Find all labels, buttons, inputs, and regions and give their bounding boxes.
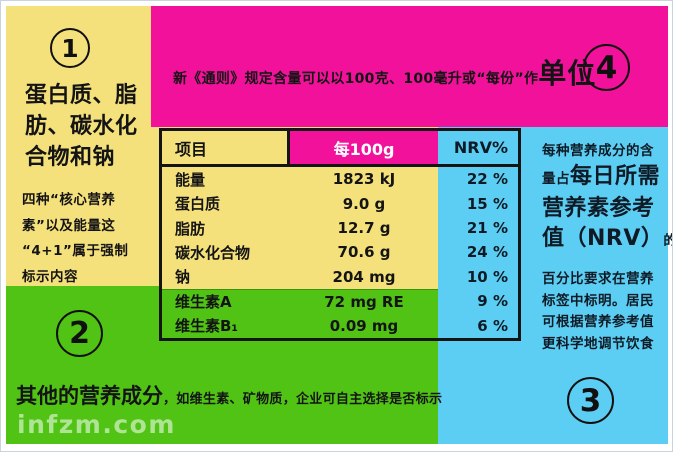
nrv-text-line: 更科学地调节饮食 <box>542 335 654 352</box>
table-body: 能量 1823 kJ 22 % 蛋白质 9.0 g 15 % 脂肪 12.7 g… <box>162 167 518 338</box>
nrv-text-big: 每日所需 <box>570 164 661 189</box>
core-title-line: 蛋白质、脂 <box>25 83 138 108</box>
nrv-text-line: 标签中标明。居民 <box>542 292 654 309</box>
table-header-per100g: 每100g <box>290 131 438 164</box>
row-label: 碳水化合物 <box>162 240 290 265</box>
badge-circle-4: 4 <box>583 44 630 91</box>
nrv-text-line: 可根据营养参考值 <box>542 314 654 330</box>
row-label: 维生素B₁ <box>162 313 290 338</box>
row-value: 1823 kJ <box>290 167 438 192</box>
other-nutrients-text: 其他的营养成分，如维生素、矿物质，企业可自主选择是否标示 <box>16 380 442 410</box>
row-nrv: 9 % <box>438 289 518 314</box>
core-title-line: 肪、碳水化 <box>25 114 138 139</box>
infographic-canvas: 1 4 2 3 蛋白质、脂 肪、碳水化 合物和钠 四种“核心营养 素”以及能量这… <box>6 6 672 444</box>
nrv-text-line: 百分比要求在营养 <box>542 271 654 287</box>
table-row-protein: 蛋白质 9.0 g 15 % <box>162 191 518 216</box>
row-nrv: 10 % <box>438 264 518 290</box>
badge-circle-3: 3 <box>567 377 614 424</box>
other-nutrients-note: ，如维生素、矿物质，企业可自主选择是否标示 <box>163 392 443 407</box>
unit-rule-emphasis: 单位 <box>538 57 597 90</box>
nrv-text-small: 的 <box>663 233 672 249</box>
nrv-text-big: 值（NRV） <box>542 226 664 251</box>
table-row-carbohydrate: 碳水化合物 70.6 g 24 % <box>162 240 518 265</box>
badge-circle-2: 2 <box>56 310 103 357</box>
core-title-line: 合物和钠 <box>25 145 116 170</box>
row-value: 9.0 g <box>290 191 438 216</box>
other-nutrients-title: 其他的营养成分 <box>16 384 163 408</box>
row-nrv: 21 % <box>438 215 518 241</box>
nrv-text-small: 量占 <box>542 171 570 187</box>
row-nrv: 24 % <box>438 240 518 265</box>
core-nutrients-title: 蛋白质、脂 肪、碳水化 合物和钠 <box>25 80 138 173</box>
nrv-text-line: 量占每日所需 <box>542 162 672 194</box>
unit-rule-text: 新《通则》规定含量可以以100克、100毫升或“每份”作单位 <box>173 52 596 92</box>
row-nrv: 15 % <box>438 191 518 216</box>
badge-4-number: 4 <box>595 49 618 86</box>
table-row-vitamin-a: 维生素A 72 mg RE 9 % <box>162 289 518 314</box>
row-label: 钠 <box>162 264 290 290</box>
row-label: 脂肪 <box>162 215 290 241</box>
row-value: 70.6 g <box>290 240 438 265</box>
row-label: 蛋白质 <box>162 191 290 216</box>
nrv-text-line: 值（NRV）的 <box>542 224 672 256</box>
row-label: 维生素A <box>162 289 290 314</box>
nutrition-table: 项目 每100g NRV% 能量 1823 kJ 22 % 蛋白质 9.0 g … <box>159 128 521 341</box>
row-nrv: 6 % <box>438 313 518 338</box>
watermark-infzm: infzm.com <box>17 410 176 439</box>
badge-1-number: 1 <box>61 33 79 63</box>
table-row-fat: 脂肪 12.7 g 21 % <box>162 215 518 241</box>
core-note-line: 素”以及能量这 <box>22 217 116 234</box>
nrv-text-line: 营养素参考 <box>542 196 655 221</box>
row-value: 0.09 mg <box>290 313 438 338</box>
core-nutrients-note: 四种“核心营养 素”以及能量这 “4+1”属于强制 标示内容 <box>22 188 128 290</box>
table-header-nrv: NRV% <box>438 131 518 164</box>
table-header-item: 项目 <box>162 131 290 164</box>
badge-2-number: 2 <box>69 316 90 351</box>
row-value: 72 mg RE <box>290 289 438 314</box>
nrv-text-line: 每种营养成分的含 <box>542 143 654 159</box>
region-unit-rule-bg <box>151 6 668 127</box>
badge-3-number: 3 <box>579 382 602 419</box>
core-note-line: 标示内容 <box>22 268 78 285</box>
row-value: 12.7 g <box>290 215 438 241</box>
table-row-vitamin-b1: 维生素B₁ 0.09 mg 6 % <box>162 313 518 338</box>
core-note-line: “4+1”属于强制 <box>22 243 129 259</box>
row-nrv: 22 % <box>438 167 518 192</box>
table-row-energy: 能量 1823 kJ 22 % <box>162 167 518 192</box>
row-label: 能量 <box>162 167 290 192</box>
row-value: 204 mg <box>290 264 438 290</box>
unit-rule-prefix: 新《通则》规定含量可以以100克、100毫升或“每份”作 <box>173 71 539 87</box>
table-header-row: 项目 每100g NRV% <box>162 131 518 167</box>
core-note-line: 四种“核心营养 <box>22 192 116 208</box>
table-row-sodium: 钠 204 mg 10 % <box>162 264 518 290</box>
badge-circle-1: 1 <box>50 28 90 68</box>
nrv-explanation: 每种营养成分的含 量占每日所需 营养素参考 值（NRV）的 百分比要求在营养 标… <box>542 140 672 355</box>
